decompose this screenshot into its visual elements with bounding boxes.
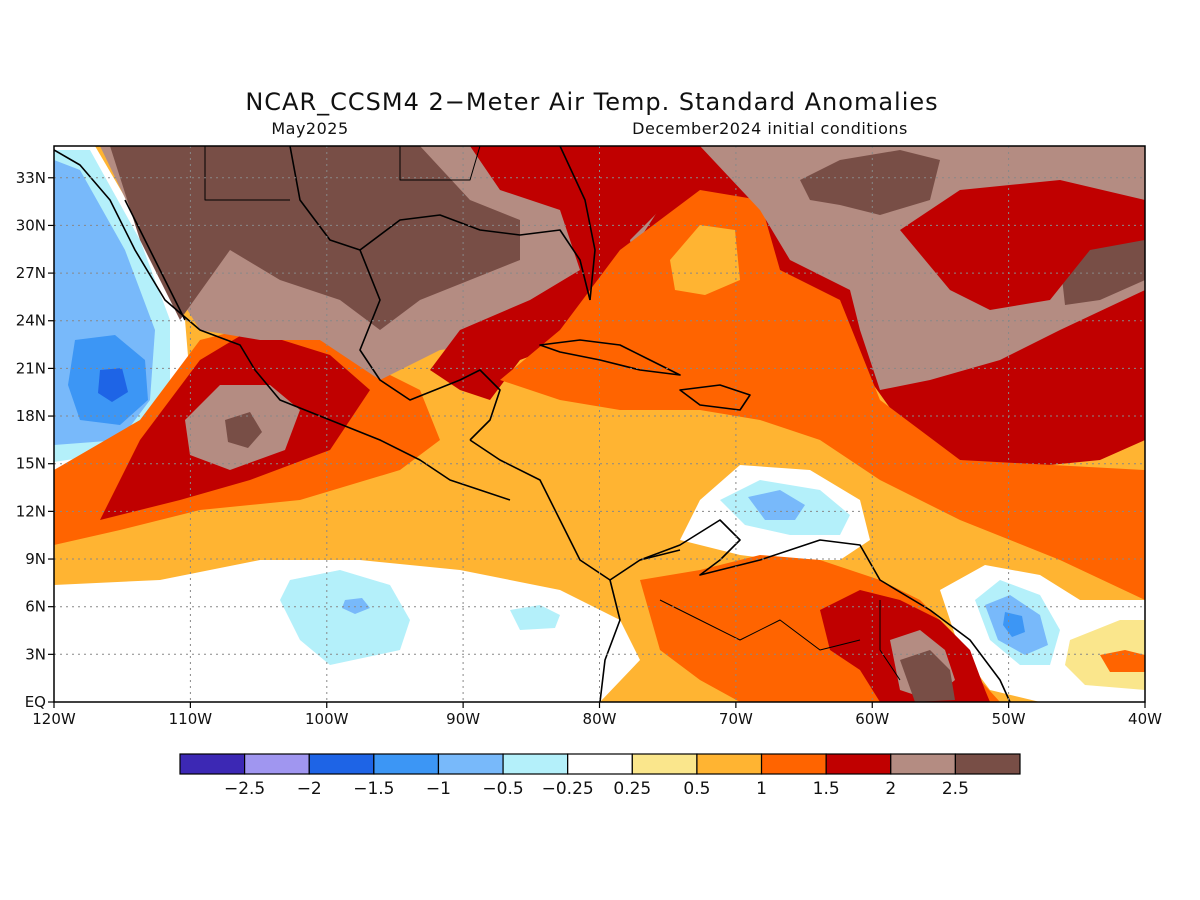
warm-anomaly-pacific-darkbrown [225, 412, 262, 448]
warm-anomaly-atlantic-red-south [1040, 330, 1145, 420]
colorbar-label: 0.5 [683, 779, 710, 799]
coastline-us-gulf [359, 214, 591, 301]
map-grid [54, 146, 1145, 702]
colorbar-swatch [308, 753, 375, 775]
longitude-axis: 120W 110W 100W 90W 80W 70W 60W 50W 40W [32, 702, 1162, 728]
coastline-hispaniola [679, 384, 751, 411]
colorbar-swatch [567, 753, 633, 775]
warm-anomaly-east-atlantic-orange [1100, 650, 1145, 672]
colorbar-swatch [890, 753, 956, 775]
colorbar-labels: −2.5 −2 −1.5 −1 −0.5 −0.25 0.25 0.5 1 1.5 2 2.5 [224, 779, 969, 799]
anomaly-field [54, 146, 1145, 702]
colorbar-label: 0.25 [613, 779, 651, 799]
colorbar-label: −0.5 [482, 779, 523, 799]
coastline-baja [124, 199, 186, 321]
colorbar-swatch [825, 753, 892, 775]
latitude-axis: EQ 3N 6N 9N 12N 15N 18N 21N 24N 27N 30N 33N [16, 169, 54, 711]
lat-tick-label: 15N [16, 455, 46, 473]
coastline-central-america [469, 439, 681, 581]
lon-tick-label: 90W [446, 710, 480, 728]
cool-anomaly-eastern-pacific [280, 570, 410, 665]
lon-tick-label: 60W [855, 710, 889, 728]
lon-tick-label: 110W [169, 710, 213, 728]
lon-tick-label: 70W [719, 710, 753, 728]
lon-tick-label: 80W [583, 710, 617, 728]
colorbar-label: −1.5 [353, 779, 394, 799]
lat-tick-label: 27N [16, 264, 46, 282]
warm-anomaly-south-america-darkbrown [900, 650, 955, 702]
lat-tick-label: 30N [16, 216, 46, 234]
colorbar-label: −1 [426, 779, 451, 799]
lat-tick-label: 24N [16, 312, 46, 330]
lat-tick-label: 3N [25, 645, 46, 663]
colorbar-swatch [631, 753, 698, 775]
lat-tick-label: 18N [16, 407, 46, 425]
colorbar-label: −2 [297, 779, 322, 799]
valid-month-label: May2025 [271, 119, 348, 138]
lat-tick-label: 33N [16, 169, 46, 187]
cool-anomaly-caribbean-mid [748, 490, 805, 520]
colorbar-swatch [760, 753, 827, 775]
lat-tick-label: 21N [16, 359, 46, 377]
colorbar-swatch [954, 753, 1021, 775]
warm-anomaly-atlantic-darkbrown-north [800, 150, 940, 215]
cool-anomaly-atlantic-core [1003, 612, 1025, 637]
coastlines [54, 146, 1011, 702]
warm-anomaly-mexico-darkbrown [110, 146, 520, 330]
lat-tick-label: EQ [25, 693, 46, 711]
coastline-mexico-pacific [54, 149, 511, 501]
map-title: NCAR_CCSM4 2−Meter Air Temp. Standard An… [245, 88, 938, 116]
coastline-cuba [539, 339, 681, 376]
colorbar-swatch [502, 753, 569, 775]
lon-tick-label: 120W [32, 710, 76, 728]
lon-tick-label: 50W [992, 710, 1026, 728]
colorbar-swatch [244, 753, 310, 775]
coastline-south-america [639, 519, 1011, 702]
lat-tick-label: 12N [16, 502, 46, 520]
coastline-borders [204, 146, 901, 681]
lon-tick-label: 100W [305, 710, 349, 728]
init-conditions-label: December2024 initial conditions [632, 119, 908, 138]
lat-tick-label: 6N [25, 598, 46, 616]
colorbar [179, 753, 1021, 775]
colorbar-label: −0.25 [542, 779, 594, 799]
colorbar-swatch [373, 753, 440, 775]
warm-anomaly-atlantic-yellow [670, 225, 740, 295]
colorbar-swatch [437, 753, 504, 775]
lon-tick-label: 40W [1128, 710, 1162, 728]
warm-anomaly-atlantic-orange [500, 190, 1145, 600]
coastline-colombia-pacific [599, 579, 621, 702]
colorbar-label: 2.5 [942, 779, 969, 799]
cool-anomaly-panama-bight [510, 605, 560, 630]
warm-anomaly-atlantic-red-east [900, 180, 1145, 310]
colorbar-label: 1 [756, 779, 767, 799]
colorbar-label: 1.5 [813, 779, 840, 799]
colorbar-swatch [696, 753, 763, 775]
cool-anomaly-eastern-pacific-core [342, 598, 370, 614]
cool-anomaly-pacific-core [98, 368, 128, 402]
colorbar-label: 2 [885, 779, 896, 799]
coastline-gulf [289, 146, 501, 441]
colorbar-swatch [179, 753, 246, 775]
colorbar-label: −2.5 [224, 779, 265, 799]
lat-tick-label: 9N [25, 550, 46, 568]
warm-anomaly-gulf-red [430, 146, 700, 400]
